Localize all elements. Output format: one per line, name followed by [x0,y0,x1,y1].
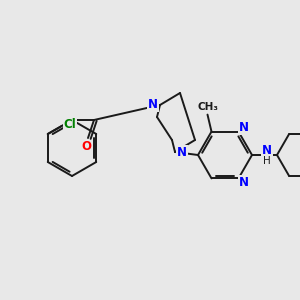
Text: H: H [263,156,271,166]
Text: N: N [177,146,187,158]
Text: N: N [238,176,248,189]
Text: N: N [148,98,158,112]
Text: CH₃: CH₃ [197,102,218,112]
Text: O: O [81,140,91,154]
Text: Cl: Cl [63,118,76,131]
Text: N: N [262,143,272,157]
Text: N: N [238,121,248,134]
